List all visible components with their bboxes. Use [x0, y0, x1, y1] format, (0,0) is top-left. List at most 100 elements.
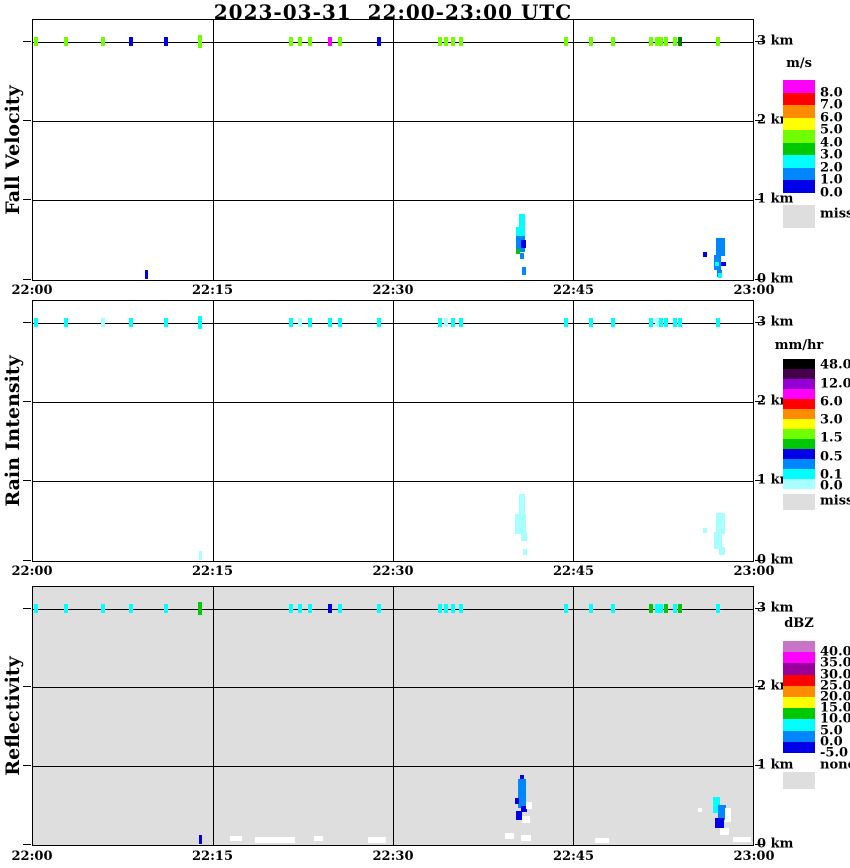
grid-line-time: [213, 301, 214, 561]
legend-scale-label: -5.0: [820, 745, 849, 761]
echo-tick-3km: [308, 37, 312, 46]
legend-scale-label: 0.1: [820, 467, 843, 483]
echo-mark: [714, 532, 722, 549]
echo-mark: [715, 818, 724, 828]
legend-miss-label: miss: [820, 493, 850, 509]
echo-tick-3km: [438, 318, 442, 327]
echo-tick-3km: [451, 318, 455, 327]
km-edge-tick-left: [23, 560, 31, 561]
echo-mark: [515, 798, 519, 804]
km-tick-label: 1 km: [757, 191, 794, 207]
echo-tick-3km: [64, 604, 68, 613]
grid-line-km: [33, 608, 753, 610]
echo-tick-3km: [308, 604, 312, 613]
echo-tick-3km: [34, 604, 38, 613]
km-edge-tick-left: [23, 607, 31, 609]
echo-tick-3km: [198, 316, 202, 329]
echo-mark: [715, 262, 719, 266]
echo-mark: [518, 779, 526, 808]
km-edge-tick-right: [755, 401, 763, 402]
x-tick-label: 23:00: [733, 283, 775, 298]
echo-mark: [523, 549, 527, 555]
legend-color-block: [783, 369, 815, 379]
legend-scale-label: 4.0: [820, 135, 843, 150]
legend-miss-label: none: [820, 757, 850, 773]
grid-line-time: [213, 20, 214, 280]
legend-scale-label: 1.0: [820, 172, 843, 188]
echo-tick-3km: [298, 318, 302, 327]
legend-color-block: [783, 92, 815, 105]
km-edge-tick-right: [755, 607, 763, 609]
echo-mark: [255, 837, 295, 843]
time-axis-reflectivity: 22:00 22:15 22:30 22:45 23:00: [12, 849, 775, 864]
km-edge-tick-right: [755, 120, 763, 121]
echo-tick-3km: [198, 602, 202, 615]
echo-mark: [230, 836, 242, 841]
legend-color-block: [783, 429, 815, 439]
echo-mark: [716, 513, 725, 534]
km-tick-label: 0 km: [757, 836, 794, 852]
echo-tick-3km: [289, 604, 293, 613]
legend-color-block: [783, 409, 815, 419]
km-tick-label: 3 km: [757, 600, 794, 616]
legend-color-block: [783, 708, 815, 720]
x-tick-label: 23:00: [733, 849, 775, 864]
echo-tick-3km: [716, 318, 720, 327]
grid-line-time: [393, 587, 394, 845]
legend-scale-label: 30.0: [820, 667, 850, 683]
grid-line-time: [573, 20, 574, 280]
legend-scale-label: 40.0: [820, 644, 850, 660]
legend-scale-label: 20.0: [820, 689, 850, 705]
km-edge-tick-right: [755, 844, 763, 845]
km-edge-tick-left: [23, 199, 31, 201]
legend-color-block: [783, 105, 815, 118]
echo-mark: [721, 262, 726, 266]
echo-mark: [520, 253, 524, 259]
km-edge-tick-left: [23, 40, 31, 42]
echo-mark: [515, 514, 526, 534]
km-tick-label: 3 km: [757, 314, 794, 330]
legend-color-block: [783, 685, 815, 697]
legend-miss-block: [783, 205, 815, 228]
grid-line-km: [33, 766, 753, 768]
echo-tick-3km: [459, 318, 463, 327]
echo-tick-3km: [678, 604, 682, 613]
km-tick-label: 3 km: [757, 33, 794, 49]
km-edge-tick-right: [755, 279, 763, 280]
echo-tick-3km: [664, 604, 668, 613]
legend-color-block: [783, 80, 815, 93]
km-edge-tick-right: [755, 199, 763, 201]
echo-tick-3km: [328, 318, 332, 327]
legend-scale-label: 6.0: [820, 110, 843, 125]
legend-color-block: [783, 449, 815, 459]
grid-line-time: [573, 301, 574, 561]
km-edge-tick-right: [755, 40, 763, 42]
legend-color-block: [783, 419, 815, 429]
km-edge-tick-left: [23, 686, 31, 688]
panel-label-reflectivity: Reflectivity: [2, 656, 24, 776]
echo-tick-3km: [564, 318, 568, 327]
echo-mark: [703, 528, 707, 533]
echo-tick-3km: [328, 37, 332, 46]
echo-tick-3km: [664, 318, 668, 327]
echo-mark: [314, 836, 323, 841]
legend-color-block: [783, 674, 815, 686]
echo-tick-3km: [377, 318, 381, 327]
legend-scale-label: 35.0: [820, 655, 850, 671]
echo-tick-3km: [444, 604, 448, 613]
time-axis-fall-velocity: 22:00 22:15 22:30 22:45 23:00: [12, 283, 775, 298]
echo-mark: [733, 837, 751, 842]
echo-tick-3km: [659, 318, 663, 327]
x-tick-label: 22:00: [11, 564, 53, 579]
km-edge-tick-right: [755, 686, 763, 688]
echo-tick-3km: [451, 37, 455, 46]
plot-area-reflectivity: [23, 586, 763, 846]
grid-line-km: [33, 121, 753, 122]
legend-miss-block: [783, 494, 815, 510]
km-tick-label: 0 km: [757, 552, 794, 568]
x-tick-label: 22:45: [553, 283, 594, 298]
grid-line-time: [213, 587, 214, 845]
legend-color-block: [783, 379, 815, 389]
echo-tick-3km: [289, 37, 293, 46]
x-tick-label: 22:45: [553, 849, 594, 864]
